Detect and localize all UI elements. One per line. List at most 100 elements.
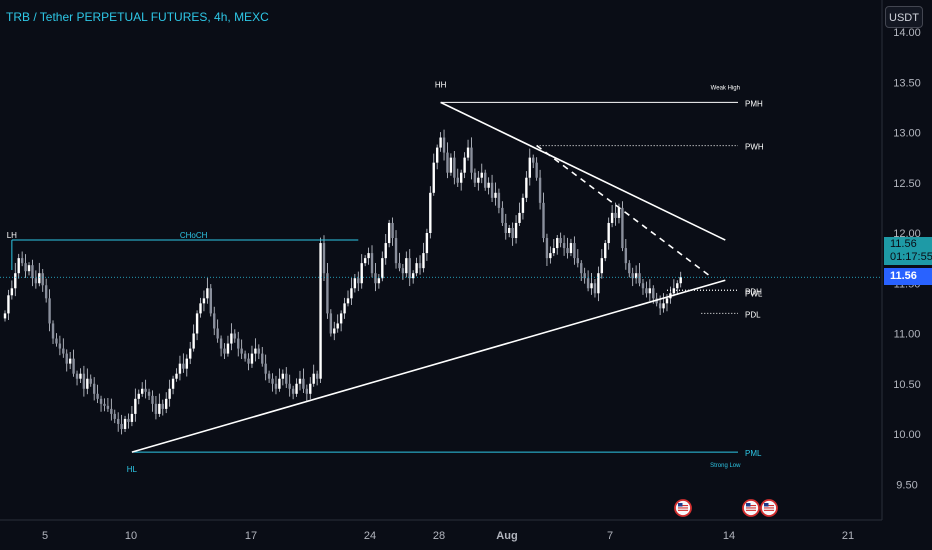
candle-body — [569, 243, 573, 254]
x-tick-label: Aug — [496, 530, 517, 542]
candle-body — [312, 373, 315, 384]
x-tick-label: 10 — [125, 530, 137, 542]
candle-body — [508, 227, 511, 233]
candle-body — [68, 358, 72, 364]
us-flag-economic-event-icon[interactable] — [742, 499, 760, 517]
candle-body — [339, 313, 343, 324]
candle-body — [535, 162, 538, 178]
y-tick-label: 9.50 — [896, 479, 917, 491]
candle-body — [370, 253, 374, 274]
candle-body — [302, 378, 305, 389]
candle-body — [453, 157, 456, 178]
candle-body — [556, 238, 559, 249]
candle-body — [278, 378, 281, 389]
annotation-label: HH — [435, 80, 447, 89]
flag-canton — [678, 503, 683, 507]
candle-body — [497, 192, 501, 208]
us-flag-economic-event-icon[interactable] — [760, 499, 778, 517]
candle-body — [600, 258, 604, 274]
last-price-tag: 11.56 — [884, 268, 932, 285]
candle-body — [48, 298, 51, 324]
candle-body — [377, 278, 381, 284]
candle-body — [137, 393, 140, 399]
trendline-3 — [536, 144, 713, 278]
y-tick-label: 13.00 — [893, 128, 921, 140]
candle-body — [422, 253, 425, 269]
candle-body — [309, 383, 312, 394]
annotation-label: HL — [127, 465, 138, 474]
candle-body — [271, 378, 274, 384]
candle-body — [213, 313, 216, 329]
candle-body — [343, 303, 346, 314]
candle-body — [425, 233, 429, 254]
candle-body — [250, 353, 254, 364]
candle-body — [346, 298, 350, 304]
y-tick-label: 12.50 — [893, 178, 921, 190]
candle-body — [110, 408, 113, 414]
candle-body — [384, 243, 387, 259]
candle-body — [281, 373, 285, 379]
candle-body — [134, 398, 137, 414]
currency-selector-button[interactable]: USDT — [885, 6, 923, 28]
candle-body — [44, 285, 48, 299]
candle-body — [387, 222, 391, 244]
candle-body — [264, 363, 267, 374]
candle-body — [511, 227, 514, 239]
candle-body — [219, 338, 223, 349]
candle-body — [161, 403, 164, 409]
candle-body — [147, 391, 151, 396]
y-tick-label: 10.00 — [893, 429, 921, 441]
candle-body — [326, 273, 329, 314]
candle-body — [610, 212, 614, 223]
candle-body — [652, 288, 655, 299]
annotation-label: Strong Low — [710, 463, 741, 469]
candle-body — [72, 358, 75, 374]
candle-body — [75, 373, 79, 379]
candle-body — [631, 273, 634, 279]
x-tick-label: 7 — [607, 530, 613, 542]
candle-body — [237, 338, 240, 349]
economic-events[interactable] — [674, 499, 778, 517]
candle-body — [521, 197, 525, 213]
candle-body — [185, 358, 188, 369]
x-axis[interactable]: 5 10 17 24 28 Aug 7 14 21 — [42, 530, 854, 542]
candle-body — [41, 273, 44, 286]
flag-stripe — [678, 509, 688, 511]
candle-body — [38, 273, 41, 284]
level-label-pdl: PDL — [745, 310, 761, 319]
candle-body — [295, 383, 298, 394]
candle-body — [439, 137, 442, 148]
level-label-pwh: PWH — [745, 143, 764, 152]
candle-body — [51, 323, 55, 339]
candle-body — [665, 298, 669, 304]
candle-body — [226, 343, 230, 354]
candle-body — [120, 423, 123, 429]
candle-body — [593, 283, 597, 294]
us-flag-economic-event-icon[interactable] — [674, 499, 692, 517]
candle-body — [411, 273, 415, 279]
candle-body — [501, 207, 504, 223]
annotation-label: LH — [7, 231, 17, 240]
candle-body — [3, 313, 7, 319]
candle-body — [130, 413, 134, 422]
candle-body — [329, 313, 333, 334]
candle-body — [590, 283, 593, 289]
candle-body — [549, 253, 552, 259]
candle-body — [562, 243, 566, 249]
candle-body — [24, 263, 27, 272]
candle-body — [199, 303, 202, 314]
candle-body — [545, 238, 549, 259]
candle-body — [586, 278, 590, 289]
candle-body — [658, 303, 662, 309]
y-tick-label: 11.00 — [894, 329, 921, 341]
candle-body — [398, 263, 401, 269]
y-tick-label: 10.50 — [893, 379, 921, 391]
candle-body — [415, 263, 418, 274]
x-tick-label: 17 — [245, 530, 257, 542]
candle-body — [123, 418, 127, 429]
candle-body — [99, 398, 103, 404]
candle-body — [360, 263, 363, 284]
candle-body — [195, 313, 199, 334]
candle-body — [473, 172, 477, 183]
